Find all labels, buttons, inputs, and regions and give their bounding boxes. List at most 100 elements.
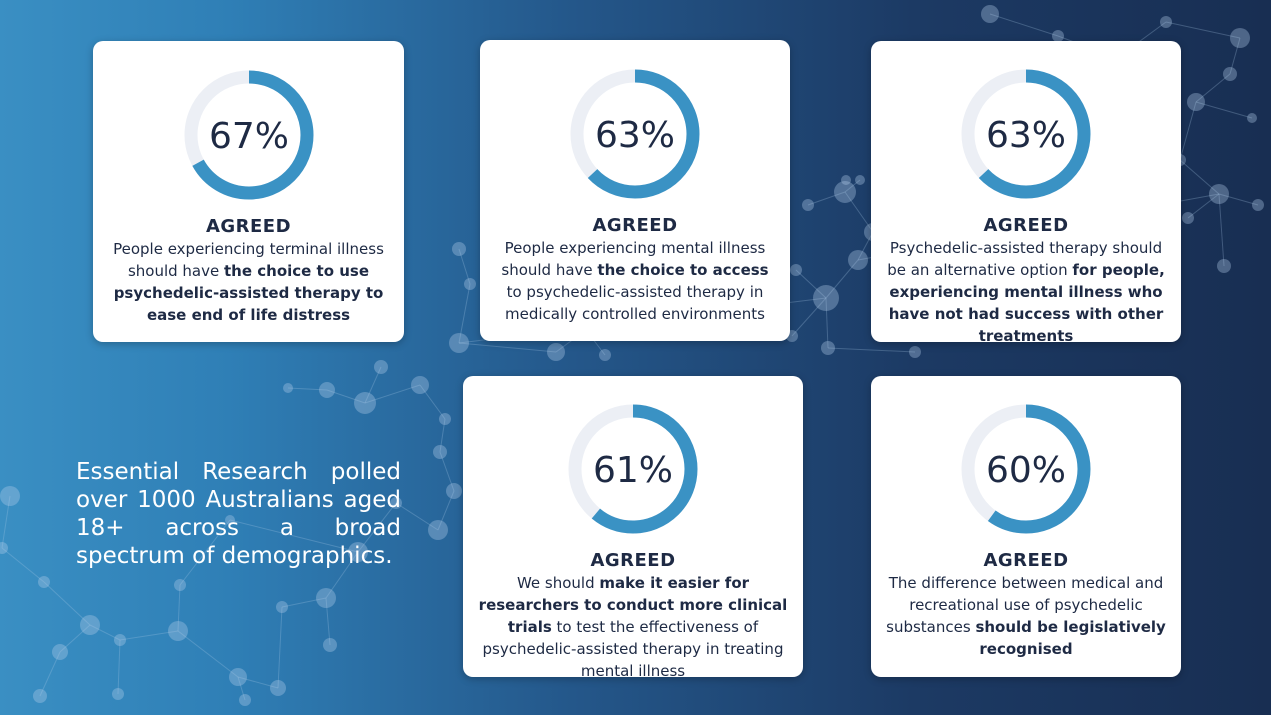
network-node [0,486,20,506]
network-node [174,579,186,591]
description-segment: the choice to use psychedelic-assisted t… [113,262,384,324]
network-node [428,520,448,540]
network-node [319,382,335,398]
network-link [179,519,231,586]
donut-arc [570,69,700,199]
network-link [989,13,1059,37]
network-node [33,689,47,703]
description-segment: People experiencing terminal illness sho… [113,240,384,280]
card-description: People experiencing mental illness shoul… [494,237,776,325]
network-link [89,624,121,641]
network-node [813,285,839,311]
network-link [844,179,861,193]
donut-chart: 60% [961,404,1091,534]
donut-value-label: 60% [986,450,1066,491]
network-link [1218,193,1259,206]
network-link [825,259,859,299]
network-link [458,248,471,285]
network-link [1179,159,1220,195]
intro-text: Essential Research polled over 1000 Aust… [76,459,401,569]
donut-chart: 63% [961,69,1091,199]
donut-arc [184,70,313,200]
network-node [316,588,336,608]
network-node [374,360,388,374]
network-link [795,269,827,299]
network-link [325,551,359,599]
network-node [1187,93,1205,111]
description-segment: should be legislatively recognised [975,618,1166,658]
donut-value-label: 63% [595,115,675,156]
network-node [323,638,337,652]
description-segment: The difference between medical and recre… [886,574,1164,636]
network-link [119,630,179,641]
network-link [844,191,874,233]
network-node [1209,184,1229,204]
network-link [1187,193,1220,219]
agreed-heading: AGREED [205,216,292,237]
network-link [59,624,91,653]
stat-card-legislative-recognition: 60% AGREED The difference between medica… [871,376,1181,677]
donut-arc [961,69,1091,199]
network-link [825,297,829,349]
network-link [177,584,181,632]
network-link [439,418,446,453]
stat-card-mental-illness-access: 63% AGREED People experiencing mental il… [480,40,790,341]
network-node [433,445,447,459]
network-link [1165,21,1241,39]
network-node [411,376,429,394]
network-node [802,199,814,211]
card-description: The difference between medical and recre… [885,572,1167,660]
network-node [168,621,188,641]
network-node [841,175,851,185]
network-link [1218,193,1225,267]
network-node [0,542,8,554]
network-link [281,597,327,608]
network-node [52,644,68,660]
stat-card-terminal-illness: 67% AGREED People experiencing terminal … [93,41,404,342]
network-node [348,542,368,562]
network-node [239,694,251,706]
network-node [848,250,868,270]
network-node [439,413,451,425]
network-node [229,668,247,686]
network-node [1252,199,1264,211]
agreed-heading: AGREED [983,215,1069,236]
network-node [80,615,100,635]
network-node [283,383,293,393]
description-segment: make it easier for researchers to conduc… [478,574,788,636]
description-segment: Psychedelic-assisted therapy should be a… [887,239,1163,279]
network-link [277,606,283,689]
agreed-heading: AGREED [592,215,678,236]
donut-chart: 63% [570,69,700,199]
description-segment: People experiencing mental illness shoul… [501,239,766,279]
network-node [1160,16,1172,28]
network-node [1052,30,1064,42]
donut-value-label: 67% [208,116,288,157]
network-link [326,389,366,404]
agreed-heading: AGREED [983,550,1069,571]
card-description: We should make it easier for researchers… [477,572,789,682]
stat-card-alternative-option: 63% AGREED Psychedelic-assisted therapy … [871,41,1181,345]
network-node [821,341,835,355]
network-node [446,483,462,499]
donut-chart: 61% [568,404,698,534]
network-node [1223,67,1237,81]
description-segment: We should [516,574,600,592]
network-link [827,347,916,353]
network-node [1230,28,1250,48]
network-link [357,502,397,553]
network-link [325,597,331,646]
network-link [364,384,421,404]
network-node [834,181,856,203]
donut-chart: 67% [184,70,313,200]
network-link [43,581,91,626]
network-node [1182,212,1194,224]
network-node [354,392,376,414]
network-link [237,676,246,701]
network-link [237,676,279,689]
network-node [390,497,402,509]
network-node [464,278,476,290]
network-node [114,634,126,646]
network-node [452,242,466,256]
network-link [1,495,11,549]
